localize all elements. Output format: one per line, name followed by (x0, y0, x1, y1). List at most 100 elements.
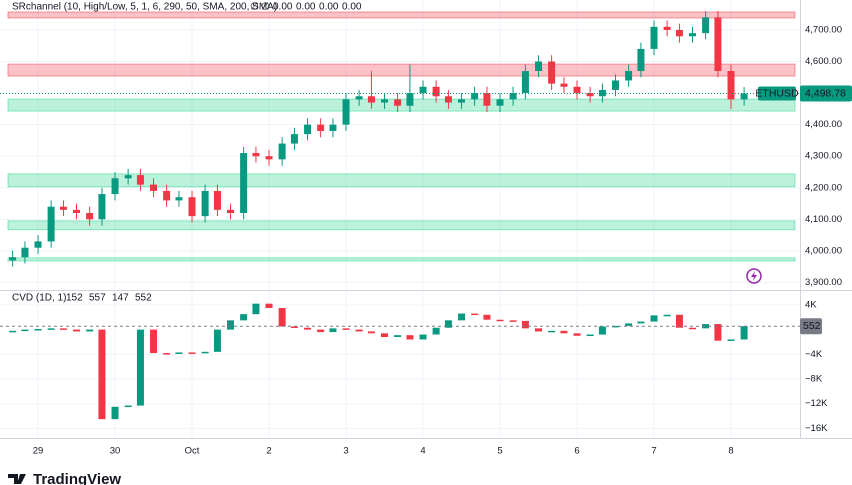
cvd-bar (265, 303, 273, 308)
price-label: 4,498.78 (805, 87, 846, 99)
cvd-bar (73, 329, 81, 332)
candle-body (86, 213, 94, 220)
x-tick-label: 3 (343, 446, 348, 457)
logo-glyph (8, 474, 26, 484)
cvd-bar (227, 320, 235, 330)
sr-zone (7, 257, 796, 262)
cvd-bar (432, 327, 440, 335)
candle-body (213, 190, 221, 210)
cvd-bar (304, 327, 312, 330)
cvd-legend: CVD (1D, 1) 152 557 147 552 (12, 293, 152, 304)
cvd-bar (535, 328, 543, 332)
cvd-title[interactable]: CVD (1D, 1) (12, 293, 66, 304)
indicator-name[interactable]: SRchannel (10, High/Low, 5, 1, 6, 290, 5… (12, 2, 277, 13)
cvd-bar (278, 307, 286, 327)
cvd-bar (419, 334, 427, 340)
indicator-mark: ∅ (261, 2, 270, 13)
cvd-bar (483, 314, 491, 320)
cvd-bar (663, 314, 671, 317)
candle-body (548, 61, 556, 84)
cvd-bar (444, 320, 452, 328)
indicator-value: 0.00 (342, 2, 362, 13)
symbol-label: ETHUSD (755, 87, 799, 99)
cvd-bar (201, 351, 209, 354)
candle-body (201, 190, 209, 217)
candle-body (535, 61, 543, 72)
candle-body (317, 124, 325, 131)
cvd-legend-value: 152 (66, 293, 83, 304)
candle-body (47, 206, 55, 242)
y-tick-label: 4,100.00 (805, 214, 842, 225)
cvd-bar (240, 314, 248, 321)
cvd-bar (136, 329, 144, 406)
cvd-bar (367, 331, 375, 334)
y-tick-label: 4,000.00 (805, 245, 842, 256)
candle-body (560, 83, 568, 87)
candle-body (663, 26, 671, 30)
y-tick-label: −4K (805, 349, 823, 360)
cvd-bar (252, 303, 260, 315)
candle-body (136, 175, 144, 185)
candle-body (124, 175, 132, 179)
indicator-mark: ∅ (250, 2, 259, 13)
cvd-bar (471, 313, 479, 316)
candle-body (612, 80, 620, 90)
candle-body (73, 209, 81, 214)
y-tick-label: 4,300.00 (805, 151, 842, 162)
candle-body (637, 48, 645, 72)
x-tick-label: 8 (728, 446, 733, 457)
candle-body (675, 29, 683, 37)
indicator-value: 0.00 (319, 2, 339, 13)
cvd-bar (21, 329, 29, 332)
sr-zone (7, 11, 796, 19)
y-tick-label: −16K (805, 423, 828, 434)
cvd-bar (124, 405, 132, 408)
cvd-bar (381, 333, 389, 338)
cvd-tag (800, 318, 822, 335)
candle-body (163, 190, 171, 201)
candle-body (740, 93, 748, 100)
cvd-bar (290, 326, 298, 329)
cvd-last-label: 552 (803, 320, 821, 332)
candle-body (419, 86, 427, 94)
cvd-bar (317, 329, 325, 333)
candle-body (483, 93, 491, 106)
candle-body (714, 17, 722, 72)
sr-zone (7, 63, 796, 77)
candle-body (444, 96, 452, 103)
cvd-legend-value: 147 (112, 293, 129, 304)
cvd-bar (689, 327, 697, 330)
candle-body (278, 143, 286, 160)
cvd-bar (650, 315, 658, 322)
candle-body (689, 33, 697, 37)
y-tick-label: −8K (805, 374, 823, 385)
cvd-legend-value: 557 (89, 293, 106, 304)
y-tick-label: 3,900.00 (805, 277, 842, 288)
candle-body (34, 241, 42, 248)
y-tick-label: 4,600.00 (805, 56, 842, 67)
candle-body (21, 247, 29, 258)
candle-body (586, 93, 594, 97)
candle-body (625, 71, 633, 81)
alert-icon[interactable] (746, 268, 762, 284)
y-tick-label: 4,700.00 (805, 24, 842, 35)
branding: TradingView (8, 471, 121, 485)
cvd-bar (675, 314, 683, 328)
cvd-bar (86, 329, 94, 332)
x-tick-label: 2 (266, 446, 271, 457)
cvd-bar (9, 330, 17, 333)
cvd-bar (548, 330, 556, 333)
cvd-bar (496, 319, 504, 322)
candle-body (471, 93, 479, 100)
y-tick-label: 4,200.00 (805, 182, 842, 193)
candle-body (458, 99, 466, 103)
indicator-value: 0.00 (296, 2, 316, 13)
candle-body (111, 178, 119, 195)
cvd-bar (509, 320, 517, 322)
cvd-bar (150, 329, 158, 354)
sr-zone (7, 220, 796, 231)
cvd-bar (188, 352, 196, 354)
cvd-bar (702, 324, 710, 329)
cvd-bar (560, 330, 568, 334)
sr-zone (7, 173, 796, 188)
